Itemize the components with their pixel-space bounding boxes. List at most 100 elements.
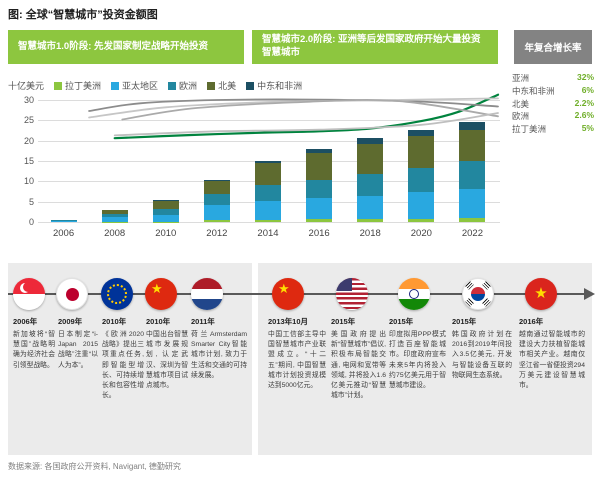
timeline-item: 2010年 《欧洲2020战略》提出三项重点任务, 即智能型增长、可持续增长和包容… [102,316,144,401]
x-axis-tick: 2012 [206,228,228,239]
bar-2020 [408,129,435,222]
cagr-title-box: 年复合增长率 [514,30,592,64]
timeline-text: 《欧洲2020战略》提出三项重点任务, 即智能型增长、可持续增长和包容性增长。 [102,331,144,400]
timeline-text: 日本制定“i-Japan 2015战略”注重“以人为本”。 [58,331,98,369]
legend-swatch-icon [111,81,120,90]
bar-segment-欧洲 [50,219,77,222]
legend-label: 亚太地区 [122,81,159,91]
cagr-row: 亚洲 32% [512,72,594,84]
flag-usa-icon [336,278,368,310]
bar-2014 [255,160,281,222]
timeline-year: 2016年 [519,317,544,326]
y-axis-tick: 0 [28,217,34,227]
cagr-row: 北美 2.2% [512,98,594,110]
timeline-year: 2015年 [331,317,356,326]
bar-segment-中东和非洲 [357,138,384,144]
bar-2022 [459,121,486,222]
legend-swatch-icon [168,81,177,90]
bar-segment-拉丁美洲 [306,219,333,222]
timeline-year: 2011年 [191,317,215,326]
trend-line-趋势线-中灰 [121,99,499,121]
cagr-region-label: 亚洲 [512,73,530,83]
bar-segment-亚太地区 [101,217,128,222]
bar-segment-中东和非洲 [255,160,281,163]
cagr-value: 2.6% [574,110,594,121]
bar-segment-欧洲 [152,208,179,215]
x-axis-tick: 2016 [308,228,330,239]
bar-segment-欧洲 [357,173,384,196]
cagr-region-label: 欧洲 [512,111,530,122]
bar-segment-中东和非洲 [306,148,333,153]
timeline-item: 2015年美国政府提出新“智慧城市”倡议, 积极布局智能交通, 电网和宽带等领域… [331,316,386,401]
trend-line-趋势线-浅灰-上 [88,97,499,119]
legend-swatch-icon [207,81,216,90]
cagr-region-label: 中东和非洲 [512,85,555,96]
x-axis-tick: 2006 [52,228,75,239]
bar-segment-中东和非洲 [203,179,230,181]
flag-india-icon [398,278,430,310]
page-title: 图: 全球“智慧城市”投资金额图 [8,9,158,21]
flag-vietnam-icon: ★ [525,278,557,310]
bar-segment-欧洲 [408,167,435,193]
flag-netherlands-icon [191,278,223,310]
bar-segment-欧洲 [459,160,486,189]
phase1-banner: 智慧城市1.0阶段: 先发国家制定战略开始投资 [8,30,244,64]
bar-segment-北美 [408,136,435,168]
timeline-year: 2006年 [13,317,38,326]
timeline-item: 2006年新加坡将“智慧国”战略明确为经济社会引领型战略。 [13,316,55,371]
timeline-text: 中国出台智慧城市发展规划, 认定武汉、深圳为智慧城市项目试点城市。 [146,331,188,389]
grid-line [38,120,500,122]
bar-segment-拉丁美洲 [357,219,384,222]
legend-item: 亚太地区 [111,79,158,92]
bar-2008 [101,209,128,222]
grid-line [38,222,500,223]
bar-segment-拉丁美洲 [459,218,486,222]
legend-label: 中东和非洲 [257,81,303,91]
cagr-value: 32% [576,72,594,82]
legend-item: 拉丁美洲 [54,79,101,92]
cagr-value: 5% [581,123,594,134]
bar-segment-亚太地区 [255,201,281,220]
timeline-text: 越南通过智能城市的建设大力扶植智能城市相关产业。越南仅坚江省一省便投资294万美… [519,331,585,389]
flag-japan-icon [56,278,88,310]
timeline-year: 2009年 [58,317,83,326]
timeline-text: 美国政府提出新“智慧城市”倡议, 积极布局智能交通, 电网和宽带等领域, 并将投… [331,331,386,400]
timeline-item: 2016年越南通过智能城市的建设大力扶植智能城市相关产业。越南仅坚江省一省便投资… [519,316,585,391]
bar-segment-北美 [306,152,333,180]
legend-label: 拉丁美洲 [65,81,102,91]
source-note: 数据来源: 各国政府公开资料, Navigant, 德勤研究 [8,462,181,471]
bar-segment-亚太地区 [50,221,77,222]
flag-korea-icon [462,278,494,310]
y-axis-tick: 20 [23,135,34,146]
timeline-year: 2015年 [389,317,414,326]
x-axis-tick: 2018 [359,228,381,239]
trend-line-趋势线-深灰 [88,98,499,112]
bar-2018 [357,138,384,222]
cagr-region-label: 北美 [512,98,530,109]
y-axis-unit-label: 十亿美元 [8,81,45,91]
timeline-item: 2013年10月 中国工信部主导中国智慧城市产业联盟成立。“十二五”期间, 中国智… [268,316,326,391]
timeline-year: 2015年 [452,317,477,326]
timeline-text: 荷兰Armsterdam Smarter City智能城市计划, 致力于生活和交… [191,331,247,379]
legend-label: 北美 [218,81,237,91]
y-axis-tick: 10 [23,176,34,187]
timeline-item: 2015年 韩国政府计划在2016到2019年间投入3.5亿美元, 开发与智能设备… [452,316,512,381]
bar-segment-北美 [101,209,128,214]
timeline-text: 新加坡将“智慧国”战略明确为经济社会引领型战略。 [13,331,55,369]
x-axis-tick: 2020 [410,228,432,239]
bar-segment-中东和非洲 [459,121,486,131]
x-axis-tick: 2010 [155,228,177,239]
bar-2012 [203,179,230,222]
bar-segment-亚太地区 [357,195,384,220]
bar-segment-北美 [357,143,384,174]
timeline-item: 2015年 印度拟用PPP模式打造百座智能城市。印度政府宣布未来5年内将投入约75… [389,316,446,391]
x-axis-tick: 2014 [257,228,279,239]
y-axis-tick: 25 [23,115,34,126]
bar-segment-欧洲 [203,193,230,205]
flag-eu-icon [101,278,133,310]
bar-segment-欧洲 [101,213,128,218]
cagr-value: 6% [581,84,594,95]
timeline-arrow-icon [584,288,595,300]
bar-segment-北美 [203,180,230,194]
